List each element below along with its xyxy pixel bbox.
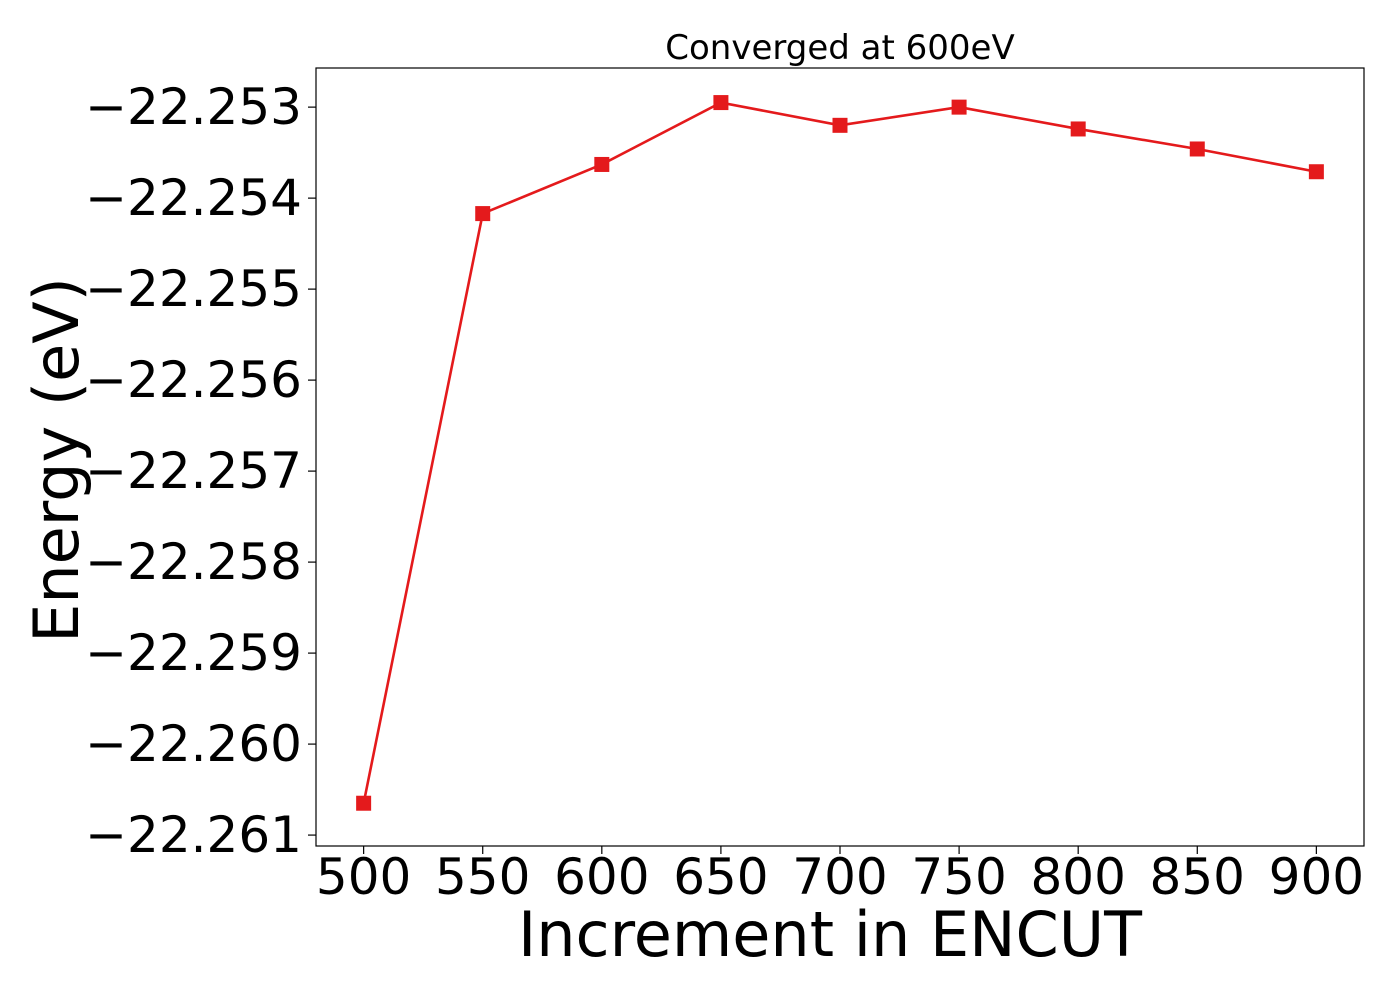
x-axis-label: Increment in ENCUT <box>518 898 1143 971</box>
y-axis-ticks: −22.261 −22.260 −22.259 −22.258 −22.257 −22.2… <box>85 78 316 864</box>
y-tick-label: −22.254 <box>85 169 302 227</box>
y-tick-label: −22.258 <box>85 533 302 591</box>
y-tick-label: −22.253 <box>85 78 302 136</box>
data-point-marker <box>1308 164 1324 180</box>
data-point-marker <box>356 795 372 811</box>
x-tick-label: 800 <box>1030 848 1125 906</box>
x-tick-label: 900 <box>1269 848 1364 906</box>
x-tick-label: 600 <box>554 848 649 906</box>
data-point-marker <box>713 95 729 111</box>
y-tick-label: −22.259 <box>85 624 302 682</box>
data-point-marker <box>1070 121 1086 137</box>
x-axis-ticks: 500 550 600 650 700 750 800 850 900 <box>316 846 1364 906</box>
data-point-marker <box>832 117 848 133</box>
plot-area-frame <box>315 67 1365 847</box>
data-point-marker <box>1189 141 1205 157</box>
y-axis-label: Energy (eV) <box>20 277 93 643</box>
data-point-marker <box>951 99 967 115</box>
y-tick-label: −22.260 <box>85 715 302 773</box>
data-point-marker <box>475 206 491 222</box>
x-tick-label: 700 <box>792 848 887 906</box>
x-tick-label: 500 <box>316 848 411 906</box>
y-tick-label: −22.257 <box>85 442 302 500</box>
x-tick-label: 750 <box>911 848 1006 906</box>
data-series <box>356 95 1324 811</box>
y-tick-label: −22.255 <box>85 260 302 318</box>
data-point-marker <box>594 156 610 172</box>
x-tick-label: 650 <box>673 848 768 906</box>
series-line <box>362 101 1317 804</box>
y-tick-label: −22.256 <box>85 351 302 409</box>
x-tick-label: 550 <box>435 848 530 906</box>
chart-title: Converged at 600eV <box>665 28 1014 68</box>
x-tick-label: 850 <box>1150 848 1245 906</box>
y-tick-label: −22.261 <box>85 806 302 864</box>
